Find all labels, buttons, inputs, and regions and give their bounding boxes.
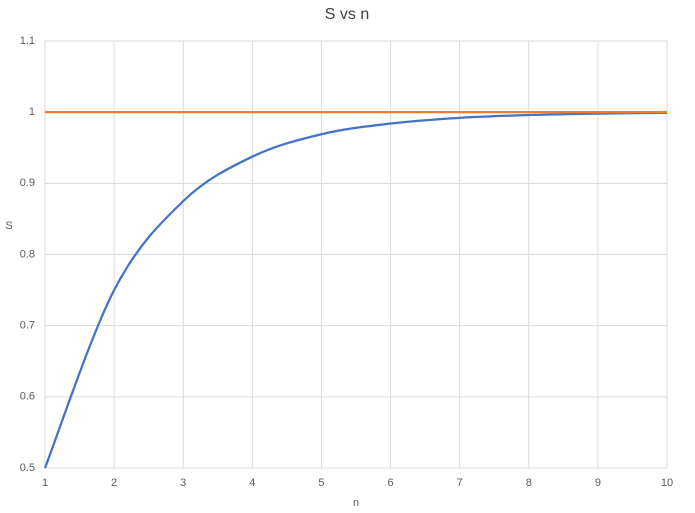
data-line — [43, 111, 668, 469]
x-tick-label: 1 — [42, 477, 48, 489]
y-tick-label: 0.6 — [20, 391, 35, 403]
y-tick-label: 1 — [29, 106, 35, 118]
y-tick-label: 0.8 — [20, 248, 35, 260]
x-tick-label: 7 — [457, 477, 463, 489]
x-tick-label: 5 — [318, 477, 324, 489]
x-tick-label: 8 — [526, 477, 532, 489]
x-tick-label: 6 — [387, 477, 393, 489]
y-tick-label: 0.9 — [20, 177, 35, 189]
x-tick-label: 2 — [111, 477, 117, 489]
x-axis-label: n — [353, 497, 359, 509]
y-axis-label: S — [5, 220, 12, 232]
x-tick-label: 10 — [661, 477, 673, 489]
x-tick-label: 3 — [180, 477, 186, 489]
chart-title: S vs n — [325, 6, 369, 23]
x-tick-label: 4 — [249, 477, 255, 489]
y-tick-label: 0.7 — [20, 320, 35, 332]
y-tick-label: 1.1 — [20, 35, 35, 47]
x-tick-label: 9 — [595, 477, 601, 489]
y-tick-label: 0.5 — [20, 462, 35, 474]
